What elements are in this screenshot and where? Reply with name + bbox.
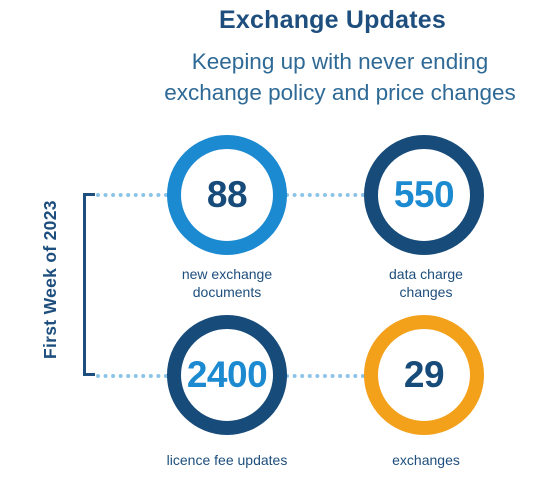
caption-line: documents: [192, 284, 262, 300]
period-label: First Week of 2023: [40, 200, 60, 360]
stat-circle-exchanges: 29: [364, 315, 484, 435]
subtitle-line-1: Keeping up with never ending: [191, 49, 489, 74]
page-title: Exchange Updates: [219, 6, 446, 34]
caption-line: changes: [399, 284, 453, 300]
caption-line: exchanges: [392, 452, 460, 468]
bracket-top-tick: [83, 193, 95, 196]
stat-caption-licence-fee-updates: licence fee updates: [147, 451, 307, 469]
subtitle-line-2: exchange policy and price changes: [164, 80, 516, 105]
stat-circle-new-documents: 88: [167, 135, 287, 255]
stat-value: 2400: [186, 354, 268, 395]
stat-caption-exchanges: exchanges: [346, 451, 506, 469]
stat-caption-new-documents: new exchange documents: [147, 265, 307, 301]
dotted-connector-bottom-middle: [285, 374, 365, 378]
caption-line: licence fee updates: [166, 452, 288, 468]
dotted-connector-bottom-left: [96, 374, 168, 378]
caption-line: new exchange: [181, 266, 273, 282]
caption-line: data charge: [389, 266, 463, 282]
dotted-connector-top-left: [96, 193, 168, 197]
bracket-line: [83, 193, 86, 374]
page-subtitle: Keeping up with never ending exchange po…: [130, 46, 550, 108]
stat-value: 29: [403, 354, 445, 395]
stat-value: 550: [393, 174, 455, 215]
stat-caption-data-charge-changes: data charge changes: [346, 265, 506, 301]
stat-value: 88: [206, 174, 248, 215]
stat-circle-data-charge-changes: 550: [364, 135, 484, 255]
bracket-bottom-tick: [83, 373, 95, 376]
dotted-connector-top-middle: [285, 193, 365, 197]
stat-circle-licence-fee-updates: 2400: [167, 315, 287, 435]
